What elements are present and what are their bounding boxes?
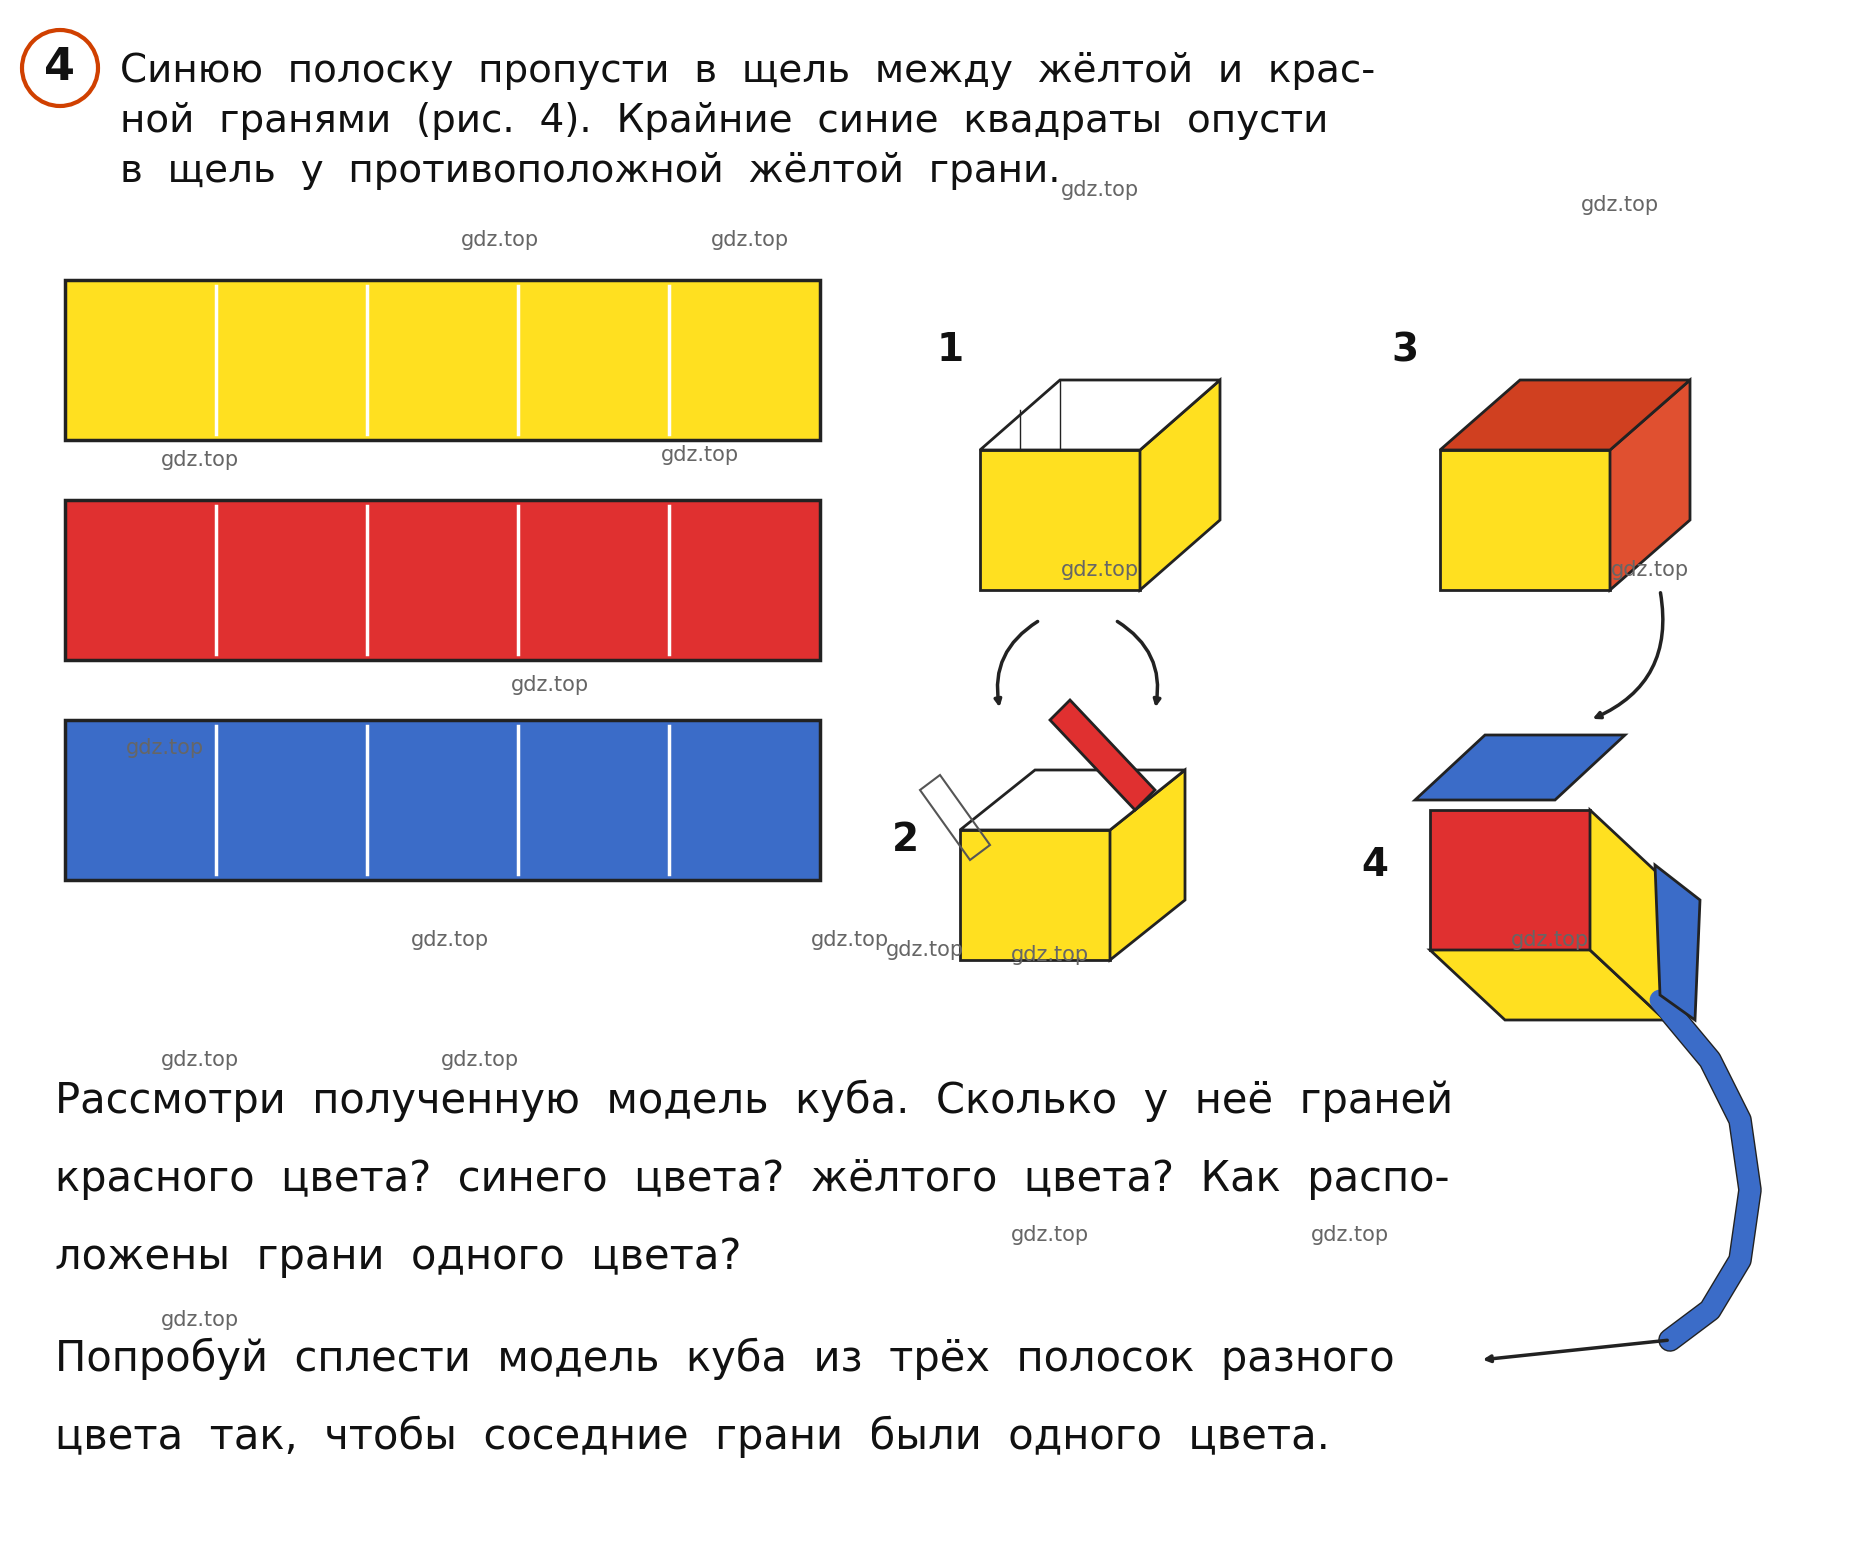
Text: gdz.top: gdz.top (660, 445, 739, 465)
Bar (65, 281, 821, 440)
Polygon shape (1049, 701, 1156, 811)
Text: ной  гранями  (рис.  4).  Крайние  синие  квадраты  опусти: ной гранями (рис. 4). Крайние синие квад… (120, 102, 1328, 140)
Polygon shape (980, 380, 1219, 450)
Polygon shape (1440, 449, 1610, 591)
Text: ложены  грани  одного  цвета?: ложены грани одного цвета? (54, 1235, 741, 1279)
Polygon shape (1416, 735, 1625, 800)
Text: gdz.top: gdz.top (1012, 946, 1088, 966)
Text: gdz.top: gdz.top (441, 1049, 520, 1070)
Polygon shape (1440, 380, 1690, 450)
Text: Рассмотри  полученную  модель  куба.  Сколько  у  неё  граней: Рассмотри полученную модель куба. Скольк… (54, 1080, 1453, 1122)
Bar (65, 721, 821, 880)
Polygon shape (959, 770, 1186, 829)
Text: gdz.top: gdz.top (1012, 1224, 1088, 1245)
Text: gdz.top: gdz.top (1060, 560, 1139, 580)
Text: Синюю  полоску  пропусти  в  щель  между  жёлтой  и  крас-: Синюю полоску пропусти в щель между жёлт… (120, 53, 1374, 90)
Circle shape (22, 29, 97, 105)
Text: gdz.top: gdz.top (886, 939, 965, 959)
Polygon shape (1431, 950, 1664, 1020)
Polygon shape (1431, 811, 1590, 950)
Polygon shape (1655, 865, 1700, 1020)
Text: gdz.top: gdz.top (1580, 195, 1659, 215)
Polygon shape (959, 829, 1111, 959)
Text: 2: 2 (892, 822, 918, 859)
Text: gdz.top: gdz.top (812, 930, 888, 950)
Polygon shape (980, 449, 1141, 591)
Polygon shape (1590, 811, 1664, 1020)
Text: Попробуй  сплести  модель  куба  из  трёх  полосок  разного: Попробуй сплести модель куба из трёх пол… (54, 1338, 1395, 1380)
Bar (65, 501, 821, 660)
Text: 1: 1 (937, 332, 963, 369)
Text: 3: 3 (1391, 332, 1419, 369)
Text: gdz.top: gdz.top (1060, 180, 1139, 200)
Text: gdz.top: gdz.top (161, 449, 239, 470)
Text: 4: 4 (45, 46, 75, 90)
Polygon shape (1141, 380, 1219, 591)
Text: цвета  так,  чтобы  соседние  грани  были  одного  цвета.: цвета так, чтобы соседние грани были одн… (54, 1415, 1330, 1459)
Text: gdz.top: gdz.top (161, 1049, 239, 1070)
Text: gdz.top: gdz.top (161, 1310, 239, 1330)
Text: gdz.top: gdz.top (1311, 1224, 1389, 1245)
Text: красного  цвета?  синего  цвета?  жёлтого  цвета?  Как  распо-: красного цвета? синего цвета? жёлтого цв… (54, 1158, 1449, 1200)
Text: в  щель  у  противоположной  жёлтой  грани.: в щель у противоположной жёлтой грани. (120, 152, 1060, 191)
Text: gdz.top: gdz.top (1511, 930, 1590, 950)
Polygon shape (1610, 380, 1690, 591)
Text: gdz.top: gdz.top (411, 930, 490, 950)
Text: gdz.top: gdz.top (460, 229, 539, 250)
Text: 4: 4 (1361, 846, 1389, 883)
Polygon shape (1111, 770, 1186, 959)
Text: gdz.top: gdz.top (511, 674, 589, 694)
Text: gdz.top: gdz.top (125, 738, 204, 758)
Text: gdz.top: gdz.top (711, 229, 789, 250)
Text: gdz.top: gdz.top (1610, 560, 1689, 580)
